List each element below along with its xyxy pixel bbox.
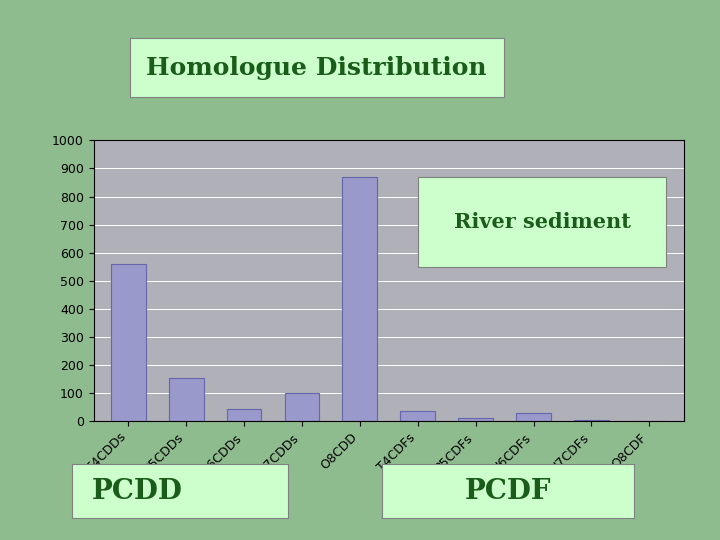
Text: PCDF: PCDF <box>464 478 551 505</box>
Bar <box>227 409 261 421</box>
Bar <box>111 264 145 421</box>
Bar <box>516 413 551 421</box>
Text: Homologue Distribution: Homologue Distribution <box>146 56 487 79</box>
Bar <box>284 393 320 421</box>
Bar <box>169 377 204 421</box>
Bar <box>400 410 435 421</box>
Bar <box>343 177 377 421</box>
Text: River sediment: River sediment <box>454 212 631 232</box>
FancyBboxPatch shape <box>418 177 666 267</box>
Bar <box>458 418 493 421</box>
Text: PCDD: PCDD <box>91 478 182 505</box>
Bar <box>574 420 608 421</box>
